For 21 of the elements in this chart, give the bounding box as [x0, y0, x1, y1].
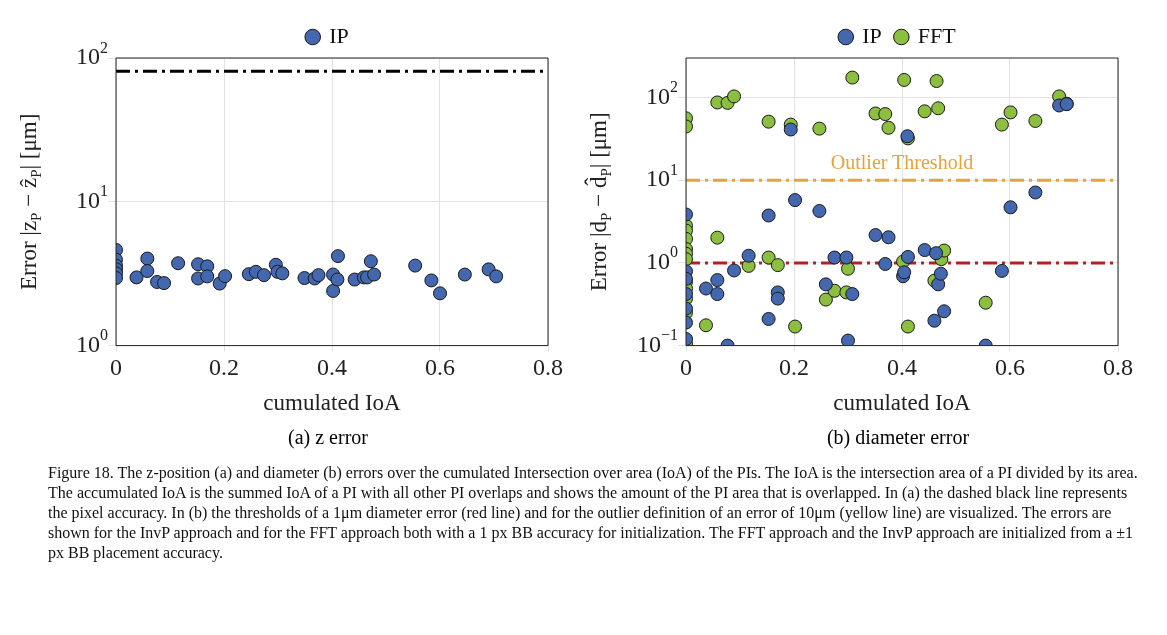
legend-label: IP — [862, 22, 882, 48]
text: (b) diameter error — [825, 426, 971, 449]
legend-label: IP — [329, 22, 349, 48]
x-axis-title: cumulated IoA — [833, 390, 972, 416]
x-tick-label: 0.4 — [317, 354, 347, 381]
caption: Figure 18. The z-position (a) and diameter (b) errors over the cumulated Intersection over area (IoA) of the PIs. The IoA is the intersection area of a PI divided by its area. The accumulated IoA is the summed IoA of a PI with all other PI overlaps and shows the amount of the PI area that is overlapped. In (a) the dashed black line represents the pixel accuracy. In (b) the thresholds of a 1μm diameter error (red line) and for the outlier definition of an error of 10μm (yellow line) are visualized. The errors are shown for the InvP approach and for the FFT approach both with a 1 px BB accuracy for initialization. The FFT approach and the InvP approach are initialized from a ±1 px BB placement accuracy. — [48, 463, 1138, 563]
ref-line-label: Outlier Threshold — [830, 151, 974, 174]
y-axis-title: Error |dP − d̂P| [μm] — [583, 112, 614, 292]
x-tick-label: 0.6 — [995, 354, 1025, 381]
y-axis-title: Error |zP − ẑP| [μm] — [16, 113, 44, 290]
x-tick-label: 0.2 — [209, 354, 239, 381]
x-tick-label: 0.2 — [779, 354, 809, 381]
x-axis-title: cumulated IoA — [263, 390, 402, 416]
x-tick-label: 0.6 — [425, 354, 455, 381]
text: (a) z error — [287, 426, 369, 449]
x-tick-label: 0.8 — [533, 354, 563, 381]
x-tick-label: 0.8 — [1103, 354, 1133, 381]
legend-label: FFT — [917, 22, 957, 48]
x-tick-label: 0 — [110, 354, 122, 381]
x-tick-label: 0 — [680, 354, 692, 381]
x-tick-label: 0.4 — [887, 354, 917, 381]
